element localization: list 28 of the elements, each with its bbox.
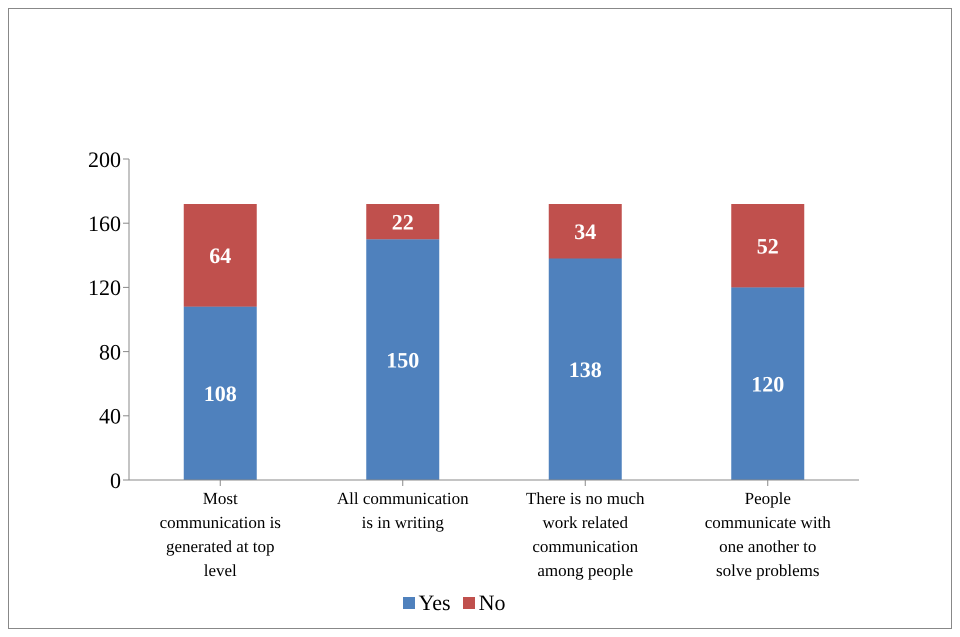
y-tick-label: 160: [88, 211, 121, 236]
y-tick-label: 40: [99, 404, 121, 429]
data-label: 108: [204, 381, 237, 406]
bar: [548, 204, 622, 259]
legend-label: No: [478, 590, 506, 616]
data-label: 138: [568, 357, 602, 382]
bar: [184, 204, 257, 307]
data-label: 22: [392, 209, 414, 234]
x-tick-label: People communicate with one another to solve problems: [704, 489, 832, 580]
y-tick-label: 200: [88, 146, 121, 172]
y-tick-label: 0: [110, 468, 121, 493]
data-label: 34: [574, 219, 596, 244]
legend-label: Yes: [418, 590, 451, 616]
data-label: 52: [756, 233, 779, 258]
y-tick-label: 80: [99, 339, 121, 364]
y-tick-label: 120: [88, 275, 121, 300]
x-tick-label: There is no much work related communication among people: [526, 489, 645, 580]
bar: [366, 239, 440, 480]
data-label: 64: [209, 243, 232, 268]
x-tick-label: Most communication is generated at top level: [160, 489, 281, 580]
bar: [366, 204, 440, 240]
data-label: 120: [751, 372, 784, 397]
data-label: 150: [386, 347, 420, 372]
bar: [548, 258, 622, 480]
x-tick-label: All communication is in writing: [336, 489, 470, 532]
bar: [731, 204, 804, 288]
bar: [731, 287, 804, 480]
bar: [184, 306, 257, 480]
